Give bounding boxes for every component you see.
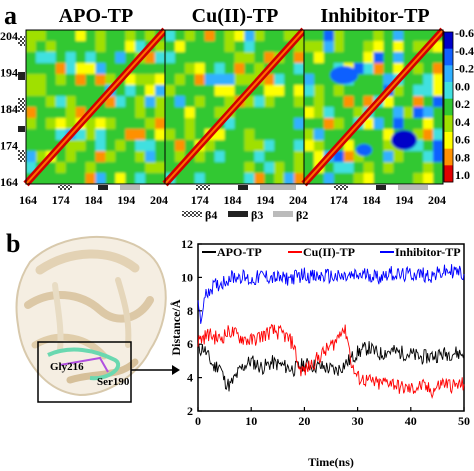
map-x-tick-label: 194: [117, 193, 135, 207]
colorbar-label: 0.4: [455, 115, 470, 129]
y-axis-label: Distance/Å: [169, 299, 183, 355]
y-tick-label: 8: [187, 304, 193, 318]
colorbar-label: -0.4: [455, 44, 474, 58]
colorbar-swatch: [444, 48, 453, 66]
plot-frame: [197, 243, 465, 412]
protein-structure-image: [15, 236, 167, 397]
colorbar-swatch: [444, 165, 453, 183]
map-title-apo: APO-TP: [59, 5, 133, 27]
map-x-tick-label: 204: [289, 193, 307, 207]
y-tick-label: 4: [187, 371, 193, 385]
pointer-arrow: [131, 365, 180, 375]
residue-label-gly216: Gly216: [50, 361, 84, 373]
colorbar-swatch: [444, 82, 453, 100]
colorbar: -0.6 -0.4 -0.2 0.0 0.2 0.4 0.6 0.8 1.0: [443, 26, 474, 183]
map-x-tick-label: 184: [363, 193, 381, 207]
series-line-2: [197, 264, 465, 324]
colorbar-label: 1.0: [455, 168, 470, 182]
colorbar-swatch: [444, 98, 453, 116]
colorbar-swatch: [444, 65, 453, 83]
colorbar-swatch: [444, 115, 453, 133]
map-x-tick-label: 204: [428, 193, 446, 207]
zoom-box: [37, 341, 132, 403]
map-title-cu: Cu(II)-TP: [192, 5, 279, 27]
map-x-ticks: 164 174 184 194 204 174 184 194 204 174 184 194 204: [19, 193, 446, 207]
panel-a-letter: a: [4, 1, 17, 30]
map-x-tick-label: 174: [330, 193, 348, 207]
correlation-map-2: [301, 27, 446, 187]
correlation-map-0: [23, 27, 168, 187]
colorbar-label: 0.0: [455, 79, 470, 93]
colorbar-label: -0.2: [455, 62, 474, 76]
x-tick-label: 40: [405, 414, 417, 428]
map-y-tick-label: 184: [0, 102, 18, 116]
series-line-1: [197, 323, 465, 400]
colorbar-label: 0.2: [455, 97, 470, 111]
x-tick-label: 50: [458, 414, 470, 428]
legend-label: Inhibitor-TP: [395, 245, 461, 259]
correlation-maps: [23, 27, 446, 187]
y-tick-label: 2: [187, 404, 193, 418]
y-tick-label: 12: [181, 237, 193, 251]
colorbar-label: 0.8: [455, 150, 470, 164]
map-x-tick-label: 184: [85, 193, 103, 207]
correlation-map-1: [162, 27, 307, 187]
map-y-ticks: 204 194 184 174 164: [0, 29, 18, 189]
colorbar-swatch: [444, 132, 453, 150]
colorbar-swatch: [444, 32, 453, 50]
legend-label: Cu(II)-TP: [303, 245, 355, 259]
beta4-label: β4: [205, 208, 217, 222]
colorbar-swatch: [444, 148, 453, 166]
map-y-tick-label: 194: [0, 66, 18, 80]
beta3-label: β3: [251, 208, 263, 222]
legend-label: APO-TP: [217, 245, 262, 259]
bottom-structure-strip: [58, 185, 428, 190]
map-x-tick-label: 174: [52, 193, 70, 207]
residue-label-ser190: Ser190: [97, 376, 130, 388]
colorbar-label: -0.6: [455, 26, 474, 40]
map-x-tick-label: 194: [256, 193, 274, 207]
beta2-swatch: [273, 211, 293, 217]
map-x-tick-label: 204: [150, 193, 168, 207]
x-tick-label: 30: [352, 414, 364, 428]
map-x-tick-label: 174: [191, 193, 209, 207]
series-line-0: [197, 341, 465, 392]
x-tick-label: 10: [245, 414, 257, 428]
distance-line-chart: 0 10 20 30 40 50 2 4 6 8 10 12 Time(ns) Distance/Å APO…: [169, 237, 470, 469]
y-tick-label: 6: [187, 337, 193, 351]
map-title-inhibitor: Inhibitor-TP: [320, 5, 429, 27]
beta4-swatch: [182, 211, 202, 217]
structure-legend: β4 β3 β2: [182, 208, 308, 222]
x-tick-label: 0: [195, 414, 201, 428]
left-structure-strip: [18, 36, 25, 162]
map-y-tick-label: 204: [0, 29, 18, 43]
x-tick-label: 20: [298, 414, 310, 428]
panel-b-letter: b: [6, 229, 20, 258]
x-axis-label: Time(ns): [308, 455, 354, 469]
beta2-label: β2: [296, 208, 308, 222]
y-tick-label: 10: [181, 270, 193, 284]
map-x-tick-label: 194: [395, 193, 413, 207]
map-x-tick-label: 184: [224, 193, 242, 207]
map-x-tick-label: 164: [19, 193, 37, 207]
map-y-tick-label: 164: [0, 175, 18, 189]
map-y-tick-label: 174: [0, 139, 18, 153]
beta3-swatch: [228, 211, 248, 217]
colorbar-label: 0.6: [455, 133, 470, 147]
